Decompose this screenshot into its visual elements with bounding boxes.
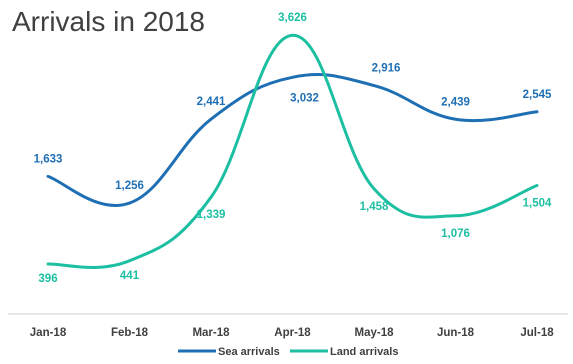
- x-tick-label: Feb-18: [111, 327, 149, 339]
- x-tick-label: Jun-18: [437, 327, 475, 339]
- legend-label: Land arrivals: [330, 346, 398, 358]
- data-label: 441: [120, 270, 140, 282]
- data-label: 1,458: [360, 201, 389, 213]
- x-tick-label: Mar-18: [192, 327, 230, 339]
- x-tick-label: May-18: [355, 327, 395, 339]
- data-label: 2,441: [197, 96, 226, 108]
- data-label: 2,545: [523, 89, 552, 101]
- data-label: 2,916: [372, 63, 401, 75]
- data-label: 3,032: [290, 92, 319, 104]
- series-line-land-arrivals: [46, 33, 539, 269]
- data-label: 1,504: [523, 198, 552, 210]
- data-label: 1,256: [115, 180, 144, 192]
- data-label: 1,633: [34, 153, 63, 165]
- data-label: 1,076: [441, 228, 470, 240]
- data-label: 2,439: [441, 96, 470, 108]
- data-label: 396: [38, 273, 57, 285]
- data-label: 1,339: [197, 209, 226, 221]
- data-label: 3,626: [278, 12, 307, 24]
- x-tick-label: Apr-18: [274, 327, 311, 339]
- x-tick-label: Jul-18: [520, 327, 554, 339]
- series-line-sea-arrivals: [46, 73, 539, 207]
- chart-title: Arrivals in 2018: [12, 6, 205, 37]
- x-tick-label: Jan-18: [30, 327, 67, 339]
- legend-label: Sea arrivals: [218, 346, 280, 358]
